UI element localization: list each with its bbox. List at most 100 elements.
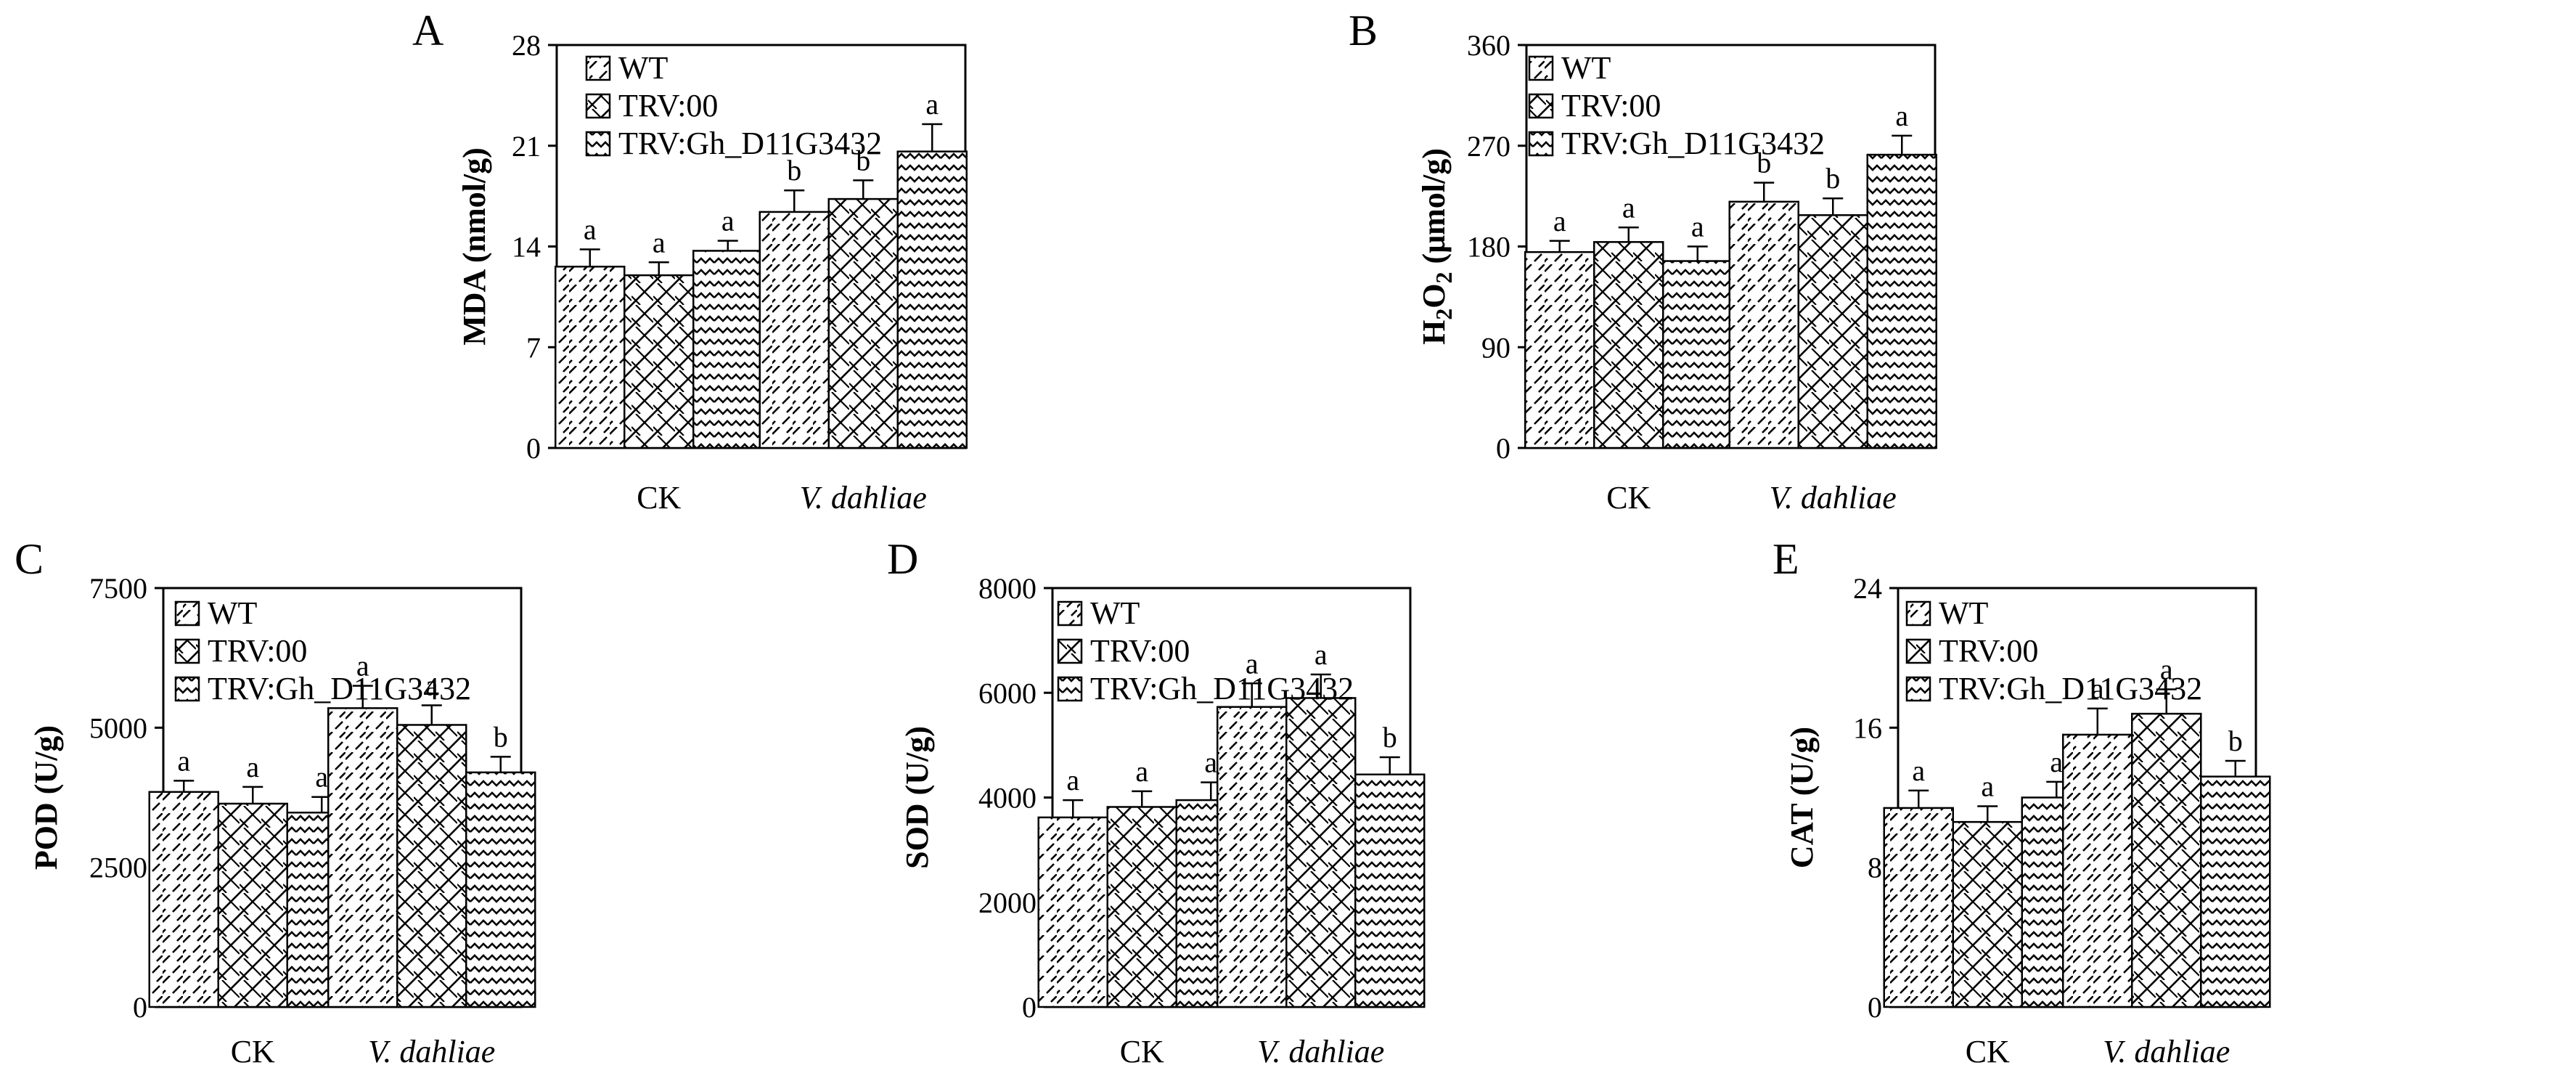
y-tick-label: 0 <box>526 432 541 465</box>
y-tick-label: 2500 <box>89 852 147 884</box>
significance-label: a <box>1246 647 1259 680</box>
legend-swatch <box>1905 676 1931 702</box>
significance-label: b <box>1757 147 1771 179</box>
bar-trv-gh-d11g3432 <box>1354 773 1426 1008</box>
significance-label: a <box>315 761 328 794</box>
y-tick-label: 360 <box>1467 29 1510 62</box>
x-category-label: V. dahliae <box>368 1034 495 1069</box>
y-tick-label: 4000 <box>978 782 1036 815</box>
y-tick-label: 0 <box>1022 991 1036 1024</box>
bar-wt <box>555 266 626 449</box>
significance-label: a <box>1622 191 1635 224</box>
legend-swatch <box>1905 638 1931 664</box>
bar-trv-gh-d11g3432 <box>2200 775 2271 1008</box>
bar-trv-00 <box>1593 241 1664 449</box>
y-axis-label: H2O2 (μmol/g) <box>1416 148 1457 345</box>
y-tick-label: 7 <box>526 331 541 364</box>
legend-swatch <box>1057 676 1083 702</box>
panel-a: A 0 7 14 21 28 MDA (nmol/g) a a a CK b b a V. dahliae W… <box>412 7 968 515</box>
legend-label: TRV:Gh_D11G3432 <box>1561 126 1825 161</box>
legend-label: TRV:00 <box>208 633 307 669</box>
y-tick-label: 0 <box>1868 991 1882 1024</box>
significance-label: a <box>1314 638 1328 671</box>
y-tick-label: 6000 <box>978 677 1036 709</box>
y-tick-label: 8 <box>1868 852 1882 884</box>
y-tick-label: 0 <box>1496 432 1510 465</box>
y-axis-label: CAT (U/g) <box>1784 727 1820 868</box>
bar-wt <box>1728 200 1799 449</box>
y-tick-label: 2000 <box>978 886 1036 919</box>
panel-letter: C <box>15 535 44 583</box>
significance-label: a <box>1691 211 1704 243</box>
significance-label: a <box>1981 770 1994 803</box>
legend-swatch <box>174 600 200 627</box>
significance-label: a <box>584 213 597 245</box>
legend-label: WT <box>1939 595 1989 631</box>
panel-letter: D <box>887 535 918 583</box>
bar-trv-00 <box>1952 820 2023 1008</box>
bar-wt <box>1524 250 1595 449</box>
panel-c: C 0 2500 5000 7500 POD (U/g) a a a CK a a b V. dahlia… <box>15 535 536 1069</box>
bar-trv-00 <box>217 802 288 1008</box>
legend-swatch <box>585 55 611 81</box>
significance-label: a <box>2050 746 2063 778</box>
significance-label: a <box>1066 764 1079 796</box>
significance-label: b <box>1383 721 1397 754</box>
y-tick-label: 21 <box>512 130 541 163</box>
significance-label: a <box>1912 754 1925 787</box>
bar-trv-00 <box>1797 214 1868 449</box>
x-category-label: V. dahliae <box>1770 480 1897 515</box>
significance-label: b <box>856 144 870 176</box>
y-tick-label: 8000 <box>978 572 1036 605</box>
y-tick-label: 14 <box>512 231 541 264</box>
bar-trv-gh-d11g3432 <box>465 771 536 1008</box>
legend-label: WT <box>1090 595 1140 631</box>
y-tick-label: 24 <box>1853 572 1882 605</box>
bar-trv-gh-d11g3432 <box>1662 260 1733 449</box>
significance-label: a <box>925 88 939 121</box>
legend-label: TRV:Gh_D11G3432 <box>1939 671 2202 706</box>
panel-letter: E <box>1772 535 1799 583</box>
bar-wt <box>2062 733 2133 1008</box>
x-category-label: V. dahliae <box>1257 1034 1384 1069</box>
y-tick-label: 90 <box>1481 331 1510 364</box>
y-axis-label: SOD (U/g) <box>899 726 935 869</box>
legend-swatch <box>585 93 611 119</box>
panel-d: D 0 2000 4000 6000 8000 SOD (U/g) a a a CK a a b V. da… <box>887 535 1426 1069</box>
bar-trv-00 <box>396 724 467 1008</box>
panel-letter: A <box>412 7 443 54</box>
legend-swatch <box>1057 638 1083 664</box>
panel-b: B 0 90 180 270 360 H2O2 (μmol/g) a a a CK b b a V. dah… <box>1349 7 1937 515</box>
legend-label: TRV:Gh_D11G3432 <box>618 126 882 161</box>
bar-trv-gh-d11g3432 <box>1866 153 1937 449</box>
bar-trv-00 <box>2131 712 2202 1008</box>
legend-swatch <box>1528 55 1554 81</box>
legend-label: TRV:Gh_D11G3432 <box>208 671 471 706</box>
legend-swatch <box>1905 600 1931 627</box>
y-tick-label: 28 <box>512 29 541 62</box>
legend-label: WT <box>208 595 258 631</box>
x-category-label: CK <box>1606 480 1651 515</box>
significance-label: a <box>2091 672 2104 705</box>
bar-wt <box>759 211 830 449</box>
significance-label: a <box>2160 653 2173 685</box>
legend-swatch <box>585 131 611 157</box>
bar-wt <box>1883 807 1954 1008</box>
legend-label: WT <box>618 50 668 86</box>
bar-trv-00 <box>1106 806 1177 1008</box>
legend-label: TRV:00 <box>1939 633 2038 669</box>
legend-swatch <box>1528 131 1554 157</box>
significance-label: a <box>356 650 369 682</box>
bar-trv-00 <box>1285 697 1357 1008</box>
legend-label: TRV:00 <box>1090 633 1190 669</box>
legend-swatch <box>174 638 200 664</box>
legend-swatch <box>174 676 200 702</box>
x-category-label: CK <box>637 480 681 515</box>
bar-trv-gh-d11g3432 <box>896 150 968 449</box>
significance-label: a <box>653 226 666 258</box>
